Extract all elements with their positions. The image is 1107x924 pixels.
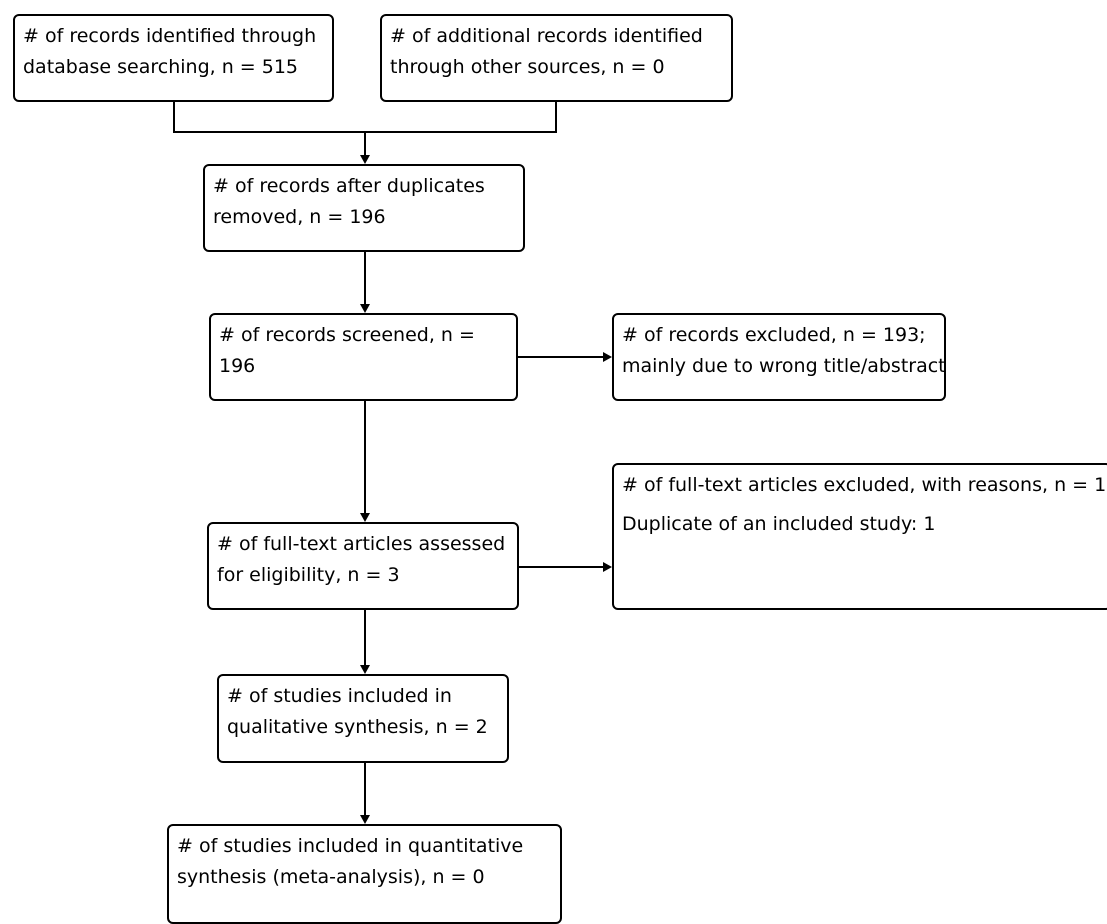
arrowhead-to-excluded (603, 352, 612, 362)
arrowhead-to-quantitative (360, 815, 370, 824)
box-text-line: # of records excluded, n = 193; (622, 324, 926, 346)
records-identified-other-sources-box: # of additional records identified throu… (380, 14, 733, 102)
box-text-line: # of records after duplicates (213, 175, 485, 197)
box-text-line: qualitative synthesis, n = 2 (227, 716, 488, 738)
arrowhead-to-screened (360, 304, 370, 313)
box-text-line: removed, n = 196 (213, 206, 386, 228)
prisma-flow-diagram: # of records identified through database… (13, 14, 1107, 924)
box-text-line: database searching, n = 515 (23, 56, 299, 78)
arrowhead-to-ftexcluded (603, 562, 612, 572)
records-screened-box: # of records screened, n = 196 (209, 313, 518, 401)
box-text-line: # of full-text articles excluded, with r… (622, 474, 1107, 496)
box-text-line: # of studies included in (227, 685, 452, 707)
records-after-duplicates-box: # of records after duplicates removed, n… (203, 164, 525, 252)
connector-layer (173, 102, 612, 824)
records-excluded-box: # of records excluded, n = 193; mainly d… (612, 313, 946, 401)
fulltext-excluded-box: # of full-text articles excluded, with r… (612, 463, 1107, 610)
records-identified-database-box: # of records identified through database… (13, 14, 334, 102)
box-text-line: # of additional records identified (390, 25, 703, 47)
studies-quantitative-synthesis-box: # of studies included in quantitative sy… (167, 824, 562, 924)
box-text-line: mainly due to wrong title/abstract (622, 355, 946, 377)
arrowhead-to-fulltext (360, 513, 370, 522)
box-text-line: 196 (219, 355, 256, 377)
box-text-line: synthesis (meta-analysis), n = 0 (177, 866, 485, 888)
box-text-line: # of records identified through (23, 25, 317, 47)
arrowhead-to-dedup (360, 155, 370, 164)
box-text-line: through other sources, n = 0 (390, 56, 665, 78)
box-text-line: Duplicate of an included study: 1 (622, 513, 936, 535)
box-text-line: # of studies included in quantitative (177, 835, 524, 857)
box-text-line: # of full-text articles assessed (217, 533, 506, 555)
arrowhead-to-qualitative (360, 665, 370, 674)
box-text-line: # of records screened, n = (219, 324, 475, 346)
box-text-line: for eligibility, n = 3 (217, 564, 400, 586)
studies-qualitative-synthesis-box: # of studies included in qualitative syn… (217, 674, 509, 763)
fulltext-assessed-box: # of full-text articles assessed for eli… (207, 522, 519, 610)
